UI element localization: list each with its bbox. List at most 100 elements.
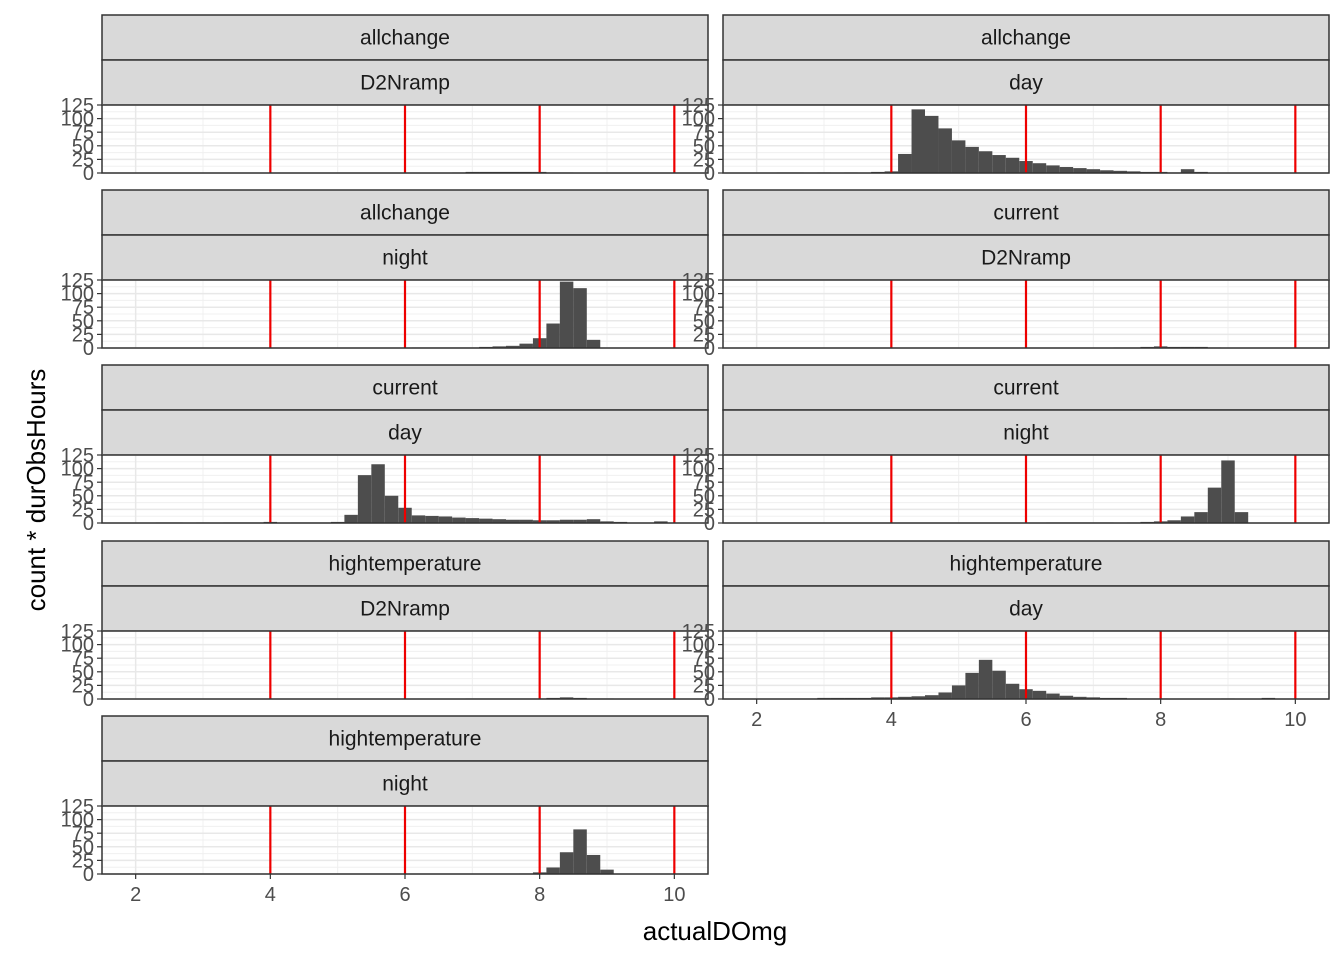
panel-border [722, 279, 1330, 349]
histogram-bar [573, 519, 587, 523]
histogram-bar [965, 146, 979, 173]
panel-border [101, 279, 709, 349]
histogram-bar [1207, 487, 1222, 523]
histogram-bar [586, 339, 601, 348]
y-tick-label: 0 [704, 163, 715, 185]
histogram-bar [992, 155, 1006, 173]
y-axis-title: count * durObsHours [21, 369, 51, 612]
facet-panel: allchange day [722, 14, 1330, 174]
facet-strip [101, 409, 709, 456]
histogram-bar [1046, 693, 1060, 699]
panel-border [101, 104, 709, 174]
y-tick-label: 125 [61, 621, 94, 643]
facet-strip-label-scenario: hightemperature [329, 728, 482, 751]
x-tick-label: 4 [886, 709, 897, 731]
y-tick-label: 25 [693, 149, 715, 171]
y-tick-label: 0 [83, 864, 94, 886]
histogram-bar [384, 495, 399, 523]
y-tick-label: 100 [61, 109, 94, 131]
facet-panel: hightemperature day [722, 540, 1330, 700]
histogram-bar [1086, 169, 1101, 173]
y-tick-label: 25 [72, 675, 94, 697]
histogram-bar [411, 515, 426, 523]
y-tick-label: 25 [72, 850, 94, 872]
facet-strip-label-scenario: allchange [360, 27, 450, 50]
facet-strip [101, 234, 709, 281]
histogram-bar [898, 153, 912, 173]
facet-strip [722, 59, 1330, 106]
histogram-bar [1221, 460, 1235, 523]
facet-strip [722, 189, 1330, 236]
y-tick-label: 100 [682, 459, 715, 481]
histogram-bar [911, 109, 925, 173]
facet-strip-label-scenario: current [993, 202, 1059, 225]
histogram-bar [1127, 171, 1141, 173]
facet-panel: current day [101, 364, 709, 524]
x-tick-label: 10 [1284, 709, 1306, 731]
facet-strip-label-period: D2Nramp [360, 598, 450, 621]
histogram-bar [1180, 169, 1195, 173]
facet-strip-label-period: night [382, 247, 428, 270]
y-tick-label: 50 [72, 136, 94, 158]
histogram-bar [357, 475, 372, 523]
y-tick-label: 25 [72, 149, 94, 171]
histogram-bar [1073, 696, 1087, 699]
y-tick-label: 0 [83, 163, 94, 185]
y-tick-label: 75 [72, 648, 94, 670]
y-tick-label: 75 [693, 297, 715, 319]
y-tick-label: 50 [693, 662, 715, 684]
y-tick-label: 125 [61, 796, 94, 818]
histogram-bar [938, 692, 952, 699]
histogram-bar [506, 519, 520, 523]
y-tick-label: 75 [72, 297, 94, 319]
histogram-bar [1086, 697, 1101, 699]
histogram-bar [951, 685, 966, 699]
histogram-bar [1113, 170, 1127, 173]
facet-strip [101, 364, 709, 411]
histogram-bar [546, 520, 560, 523]
y-tick-label: 125 [682, 621, 715, 643]
histogram-bar [965, 672, 979, 699]
x-tick-label: 2 [130, 884, 141, 906]
facet-strip-label-period: day [388, 422, 422, 445]
y-tick-label: 75 [72, 823, 94, 845]
facet-strip-label-period: day [1009, 598, 1043, 621]
y-tick-label: 125 [61, 95, 94, 117]
histogram-bar [992, 670, 1006, 699]
y-tick-label: 50 [693, 136, 715, 158]
y-tick-label: 50 [72, 662, 94, 684]
y-tick-label: 100 [61, 459, 94, 481]
y-tick-label: 50 [72, 311, 94, 333]
y-tick-label: 125 [682, 445, 715, 467]
histogram-bar [925, 115, 939, 173]
panel-border [101, 630, 709, 700]
histogram-bar [1073, 168, 1087, 173]
facet-strip [722, 585, 1330, 632]
y-tick-label: 50 [72, 486, 94, 508]
facet-strip-label-period: night [1003, 422, 1049, 445]
facet-strip-label-period: D2Nramp [360, 72, 450, 95]
facet-panel: hightemperature D2Nramp [101, 540, 709, 700]
histogram-bar [586, 854, 601, 874]
panel-border [722, 454, 1330, 524]
facet-strip [722, 409, 1330, 456]
facet-strip [101, 59, 709, 106]
y-tick-label: 25 [693, 675, 715, 697]
panel-border [101, 454, 709, 524]
y-tick-label: 50 [72, 837, 94, 859]
histogram-bar [1005, 683, 1020, 699]
y-tick-label: 25 [693, 499, 715, 521]
facet-strip [722, 14, 1330, 61]
histogram-bar [371, 464, 385, 523]
axes: 0255075100125025507510012502550751001250… [61, 95, 1307, 906]
x-tick-label: 10 [663, 884, 685, 906]
histogram-bar [1046, 165, 1060, 173]
x-axis-title: actualDOmg [643, 916, 788, 946]
histogram-bar [519, 519, 533, 523]
histogram-bar [1234, 512, 1249, 523]
facet-panel: hightemperature night [101, 715, 709, 875]
histogram-bar [1180, 516, 1195, 523]
y-tick-label: 100 [61, 810, 94, 832]
facet-strip [722, 540, 1330, 587]
